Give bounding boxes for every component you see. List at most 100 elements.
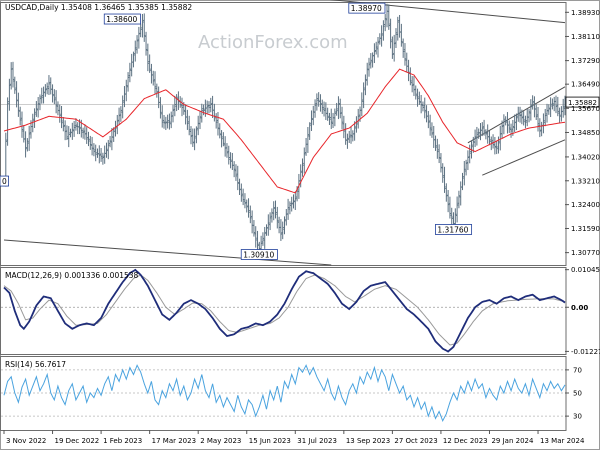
ohlc-bar bbox=[232, 161, 236, 178]
price-annotation: 1.38600 bbox=[103, 13, 141, 25]
ohlc-bar bbox=[146, 43, 150, 72]
ohlc-bar bbox=[322, 101, 326, 117]
x-tick-label: 27 Oct 2023 bbox=[394, 437, 437, 445]
ohlc-bar bbox=[49, 77, 52, 95]
ohlc-bar bbox=[274, 200, 277, 219]
ohlc-bar bbox=[209, 97, 212, 113]
ohlc-bar bbox=[276, 206, 279, 229]
y-tick-label: 1.30770 bbox=[571, 249, 600, 257]
annotation-label: 1.30910 bbox=[243, 251, 274, 260]
ohlc-bar bbox=[51, 84, 54, 103]
ohlc-bar bbox=[8, 78, 11, 111]
ohlc-bar bbox=[15, 81, 18, 108]
ohlc-bar bbox=[223, 136, 227, 157]
ohlc-bar bbox=[436, 138, 439, 159]
ohlc-bar bbox=[155, 83, 159, 98]
y-tick-label: 1.35670 bbox=[571, 105, 600, 113]
ohlc-bar bbox=[477, 128, 480, 139]
ohlc-bar bbox=[191, 128, 194, 147]
ohlc-bar bbox=[250, 210, 254, 234]
ohlc-bar bbox=[398, 15, 401, 38]
ohlc-bar bbox=[72, 121, 76, 137]
main-header: USDCAD,Daily 1.35408 1.36465 1.35385 1.3… bbox=[5, 3, 192, 12]
ema-line bbox=[3, 68, 566, 194]
ohlc-bar bbox=[362, 82, 365, 109]
ohlc-bar bbox=[369, 53, 373, 69]
ohlc-bar bbox=[227, 145, 230, 165]
ohlc-bar bbox=[222, 132, 225, 147]
ohlc-bar bbox=[549, 97, 552, 118]
ohlc-bar bbox=[42, 86, 45, 104]
ohlc-bar bbox=[324, 102, 328, 121]
ohlc-bar bbox=[448, 196, 452, 219]
x-tick-label: 19 Dec 2022 bbox=[55, 437, 100, 445]
ohlc-bar bbox=[533, 96, 536, 118]
ohlc-bar bbox=[24, 131, 27, 158]
ohlc-bar bbox=[326, 107, 329, 121]
ohlc-bar bbox=[425, 105, 428, 123]
ohlc-bar bbox=[116, 114, 119, 135]
ohlc-bar bbox=[515, 113, 518, 131]
ohlc-bar bbox=[277, 216, 281, 234]
ohlc-bar bbox=[22, 125, 25, 143]
ohlc-bar bbox=[414, 85, 417, 100]
ohlc-bar bbox=[27, 125, 31, 151]
ohlc-bar bbox=[20, 111, 24, 138]
ohlc-bar bbox=[418, 91, 421, 105]
ohlc-bar bbox=[54, 90, 58, 114]
ohlc-bar bbox=[439, 153, 443, 173]
ohlc-bar bbox=[391, 36, 394, 59]
ohlc-bar bbox=[560, 106, 563, 122]
ohlc-bar bbox=[562, 98, 565, 118]
ohlc-bar bbox=[545, 103, 549, 123]
ohlc-bar bbox=[207, 101, 211, 114]
ohlc-bar bbox=[249, 205, 252, 224]
ohlc-bar bbox=[382, 20, 385, 41]
ohlc-bar bbox=[234, 164, 238, 181]
ohlc-bar bbox=[488, 130, 491, 146]
ohlc-bar bbox=[60, 105, 63, 129]
ohlc-bar bbox=[517, 106, 520, 122]
y-tick-label: 1.33210 bbox=[571, 177, 600, 185]
ohlc-bar bbox=[89, 135, 92, 150]
annotation-label: 1.38600 bbox=[106, 15, 137, 24]
ohlc-bar bbox=[94, 144, 97, 162]
ohlc-bar bbox=[240, 183, 243, 202]
ohlc-bar bbox=[130, 53, 133, 77]
ohlc-bar bbox=[556, 96, 560, 117]
ohlc-bar bbox=[383, 14, 387, 32]
rsi-header: RSI(14) 56.7617 bbox=[5, 360, 66, 369]
ohlc-bar bbox=[173, 95, 177, 117]
ohlc-bar bbox=[161, 105, 164, 128]
ohlc-bar bbox=[445, 183, 448, 202]
ohlc-bar bbox=[193, 128, 196, 151]
ohlc-bar bbox=[186, 109, 189, 130]
ohlc-bar bbox=[412, 76, 416, 97]
ohlc-bar bbox=[67, 126, 70, 148]
ohlc-bar bbox=[56, 101, 60, 116]
ohlc-bar bbox=[218, 123, 221, 139]
ohlc-bar bbox=[268, 212, 272, 231]
ohlc-bar bbox=[538, 118, 542, 138]
ohlc-bar bbox=[328, 112, 331, 125]
ohlc-bar bbox=[340, 106, 344, 130]
ohlc-bar bbox=[544, 108, 547, 127]
ohlc-bar bbox=[392, 34, 396, 62]
series-line-rsi bbox=[3, 364, 566, 423]
ohlc-bar bbox=[430, 122, 434, 138]
ohlc-bar bbox=[241, 188, 245, 206]
ohlc-bar bbox=[416, 88, 419, 107]
price-annotation: 0 bbox=[0, 175, 10, 187]
ohlc-bar bbox=[76, 122, 79, 135]
ohlc-bar bbox=[254, 226, 257, 248]
ohlc-bar bbox=[410, 76, 414, 93]
ohlc-bar bbox=[495, 141, 498, 155]
ohlc-bar bbox=[446, 190, 450, 213]
ohlc-bar bbox=[85, 127, 88, 144]
ohlc-bar bbox=[551, 98, 554, 110]
ohlc-bar bbox=[92, 143, 96, 157]
ohlc-bar bbox=[245, 199, 248, 213]
ohlc-bar bbox=[195, 126, 198, 144]
ohlc-bar bbox=[112, 127, 115, 142]
ohlc-bar bbox=[529, 99, 533, 121]
